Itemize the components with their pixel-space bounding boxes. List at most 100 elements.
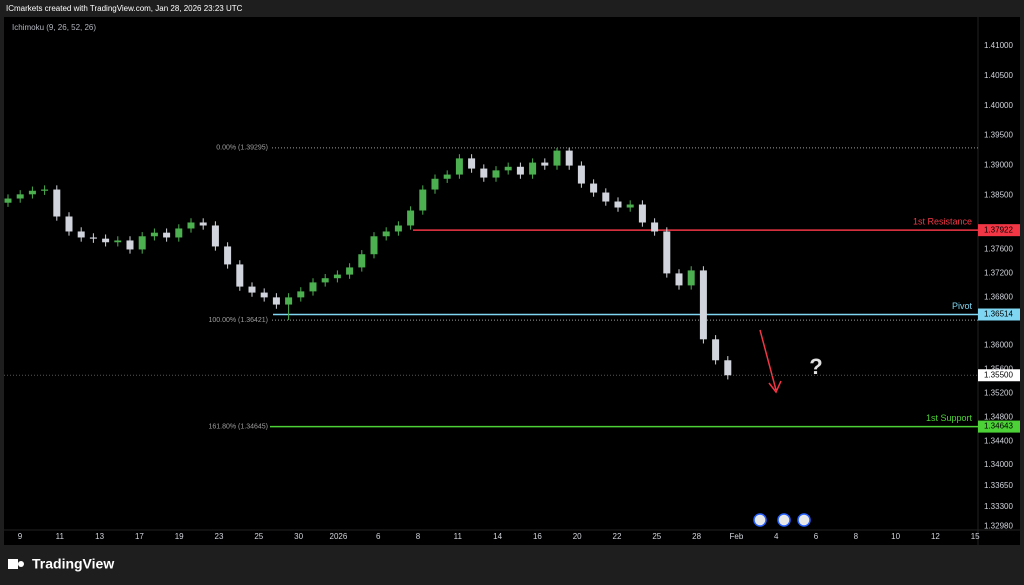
candle-body xyxy=(602,192,610,202)
x-tick-label: 17 xyxy=(135,532,144,541)
y-tick-label: 1.37600 xyxy=(984,245,1013,254)
candle-body xyxy=(285,297,293,305)
y-tick-label: 1.40000 xyxy=(984,101,1013,110)
arrow xyxy=(759,329,782,394)
candle-body xyxy=(77,231,85,238)
candle-body xyxy=(138,236,146,250)
candle-body xyxy=(443,174,451,179)
x-tick-label: 19 xyxy=(175,532,184,541)
y-tick-label: 1.33300 xyxy=(984,502,1013,511)
candle-body xyxy=(492,170,500,178)
candle-body xyxy=(260,292,268,298)
price-tag xyxy=(978,420,1020,433)
x-tick-label: 9 xyxy=(18,532,23,541)
candle-body xyxy=(638,204,646,223)
y-tick-label: 1.39500 xyxy=(984,131,1013,140)
candle-body xyxy=(541,162,549,166)
indicator-label: Ichimoku (9, 26, 52, 26) xyxy=(12,23,96,32)
x-tick-label: 12 xyxy=(931,532,940,541)
x-tick-label: 25 xyxy=(254,532,263,541)
y-tick-label: 1.35600 xyxy=(984,364,1013,373)
candle-body xyxy=(346,267,354,275)
candle-body xyxy=(431,178,439,190)
level-price: 1.36514 xyxy=(984,310,1013,319)
x-tick-label: 8 xyxy=(854,532,859,541)
candle-body xyxy=(187,222,195,229)
event-icons xyxy=(753,513,811,527)
candle-body xyxy=(626,204,634,208)
y-tick-label: 1.39000 xyxy=(984,161,1013,170)
x-tick-label: 20 xyxy=(573,532,582,541)
candle-body xyxy=(126,240,134,250)
candle-body xyxy=(272,297,280,305)
candle-body xyxy=(394,225,402,232)
candle-body xyxy=(614,201,622,208)
candle-body xyxy=(553,150,561,166)
x-tick-label: 4 xyxy=(774,532,779,541)
y-tick-label: 1.34400 xyxy=(984,436,1013,445)
y-tick-label: 1.36800 xyxy=(984,292,1013,301)
x-tick-label: 16 xyxy=(533,532,542,541)
candle-body xyxy=(41,189,49,191)
logo xyxy=(8,559,24,569)
x-tick-label: 6 xyxy=(376,532,381,541)
y-tick-label: 1.33650 xyxy=(984,481,1013,490)
level-name: 1st Support xyxy=(926,413,973,423)
candle-body xyxy=(724,360,732,376)
candle-body xyxy=(419,189,427,211)
candle-body xyxy=(590,183,598,193)
level-price: 1.37922 xyxy=(984,225,1013,234)
price-tag xyxy=(978,369,1020,382)
last-price-label: 1.35500 xyxy=(984,370,1013,379)
candle-body xyxy=(455,158,463,175)
candle-body xyxy=(150,232,158,237)
candle-body xyxy=(504,166,512,171)
x-tick-label: 30 xyxy=(294,532,303,541)
candle-body xyxy=(114,240,122,243)
candle-body xyxy=(712,339,720,361)
x-tick-label: 8 xyxy=(416,532,421,541)
candle-body xyxy=(407,210,415,226)
candle-body xyxy=(565,150,573,166)
y-tick-label: 1.40500 xyxy=(984,71,1013,80)
candle-body xyxy=(163,232,171,238)
candle-body xyxy=(224,246,232,265)
header: ICmarkets created with TradingView.com, … xyxy=(6,4,243,13)
candle-body xyxy=(529,162,537,175)
candle-body xyxy=(211,225,219,247)
candle-body xyxy=(516,166,524,175)
candle-body xyxy=(65,216,73,232)
candle-body xyxy=(480,168,488,178)
x-tick-label: 15 xyxy=(971,532,980,541)
candle-body xyxy=(577,165,585,184)
level-name: 1st Resistance xyxy=(913,217,972,227)
y-tick-label: 1.35200 xyxy=(984,388,1013,397)
y-tick-label: 1.37200 xyxy=(984,269,1013,278)
candle-body xyxy=(370,236,378,255)
candle-body xyxy=(4,198,12,203)
question-mark: ? xyxy=(809,354,822,379)
x-tick-label: 10 xyxy=(891,532,900,541)
y-tick-label: 1.34000 xyxy=(984,460,1013,469)
fib-label: 0.00% (1.39295) xyxy=(216,145,268,152)
candle-body xyxy=(248,286,256,293)
y-tick-label: 1.36000 xyxy=(984,340,1013,349)
candle-body xyxy=(699,270,707,340)
x-tick-label: 6 xyxy=(814,532,819,541)
candle-body xyxy=(651,222,659,232)
level-name: Pivot xyxy=(952,301,973,311)
y-tick-label: 1.41000 xyxy=(984,41,1013,50)
x-tick-label: 11 xyxy=(56,532,65,541)
candle-body xyxy=(321,278,329,283)
candle-body xyxy=(236,264,244,287)
candle-body xyxy=(16,194,24,199)
candle-body xyxy=(28,190,36,195)
candle-body xyxy=(358,254,366,268)
candle-body xyxy=(382,231,390,237)
x-tick-label: 28 xyxy=(692,532,701,541)
x-tick-label: 13 xyxy=(95,532,104,541)
candle-body xyxy=(89,237,97,239)
x-tick-label: 14 xyxy=(493,532,502,541)
fib-label: 100.00% (1.36421) xyxy=(208,317,268,324)
